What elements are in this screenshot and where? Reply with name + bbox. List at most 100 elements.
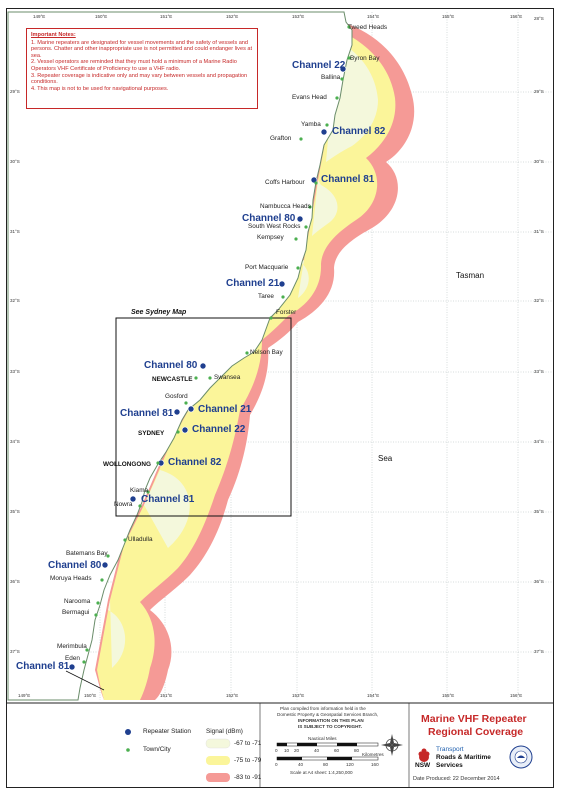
credit-line: INFORMATION ON THIS PLAN <box>298 718 364 723</box>
scale-nm-tick: 80 <box>354 748 360 753</box>
lon-tick: 154°E <box>367 14 380 19</box>
lat-tick-right: 28°S <box>534 16 544 21</box>
lon-tick-bottom: 155°E <box>442 693 455 698</box>
town-label: Eden <box>65 655 80 662</box>
legend-swatch-mid <box>206 756 230 765</box>
repeater-station-marker <box>101 561 109 569</box>
town-markers <box>82 25 351 664</box>
agency-name: Services <box>436 762 463 769</box>
town-label: Grafton <box>270 135 292 142</box>
lat-tick: 32°S <box>10 298 20 303</box>
town-label: Taree <box>258 293 274 300</box>
channel-label: Channel 82 <box>168 457 222 468</box>
town-label: Nowra <box>114 501 133 508</box>
coastline <box>7 11 353 701</box>
town-label: Narooma <box>64 598 91 605</box>
agency-name: Transport <box>436 746 464 753</box>
lat-tick-right: 30°S <box>534 159 544 164</box>
scale-km-tick: 80 <box>323 762 329 767</box>
lat-tick-right: 29°S <box>534 89 544 94</box>
repeater-markers <box>68 65 347 671</box>
note-item: 1. Marine repeaters are designated for v… <box>31 39 253 59</box>
channel-label: Channel 82 <box>332 126 386 137</box>
legend-band-label: -83 to -91 <box>234 774 262 781</box>
town-label: Nelson Bay <box>250 349 283 356</box>
agency-name: Roads & Maritime <box>436 754 491 761</box>
lat-tick: 34°S <box>10 439 20 444</box>
scale-nm-tick: 60 <box>334 748 340 753</box>
scale-km-tick: 0 <box>275 762 278 767</box>
town-label: Kiama <box>130 487 149 494</box>
lon-tick-bottom: 149°E <box>18 693 31 698</box>
lon-tick-bottom: 152°E <box>226 693 239 698</box>
lat-tick: 33°S <box>10 369 20 374</box>
town-label: Coffs Harbour <box>265 179 305 186</box>
credit-line: IS SUBJECT TO COPYRIGHT. <box>298 724 362 729</box>
town-label: Kempsey <box>257 234 284 241</box>
lat-tick: 31°S <box>10 229 20 234</box>
lat-tick-right: 37°S <box>534 649 544 654</box>
lon-tick-bottom: 150°E <box>84 693 97 698</box>
lat-tick: 35°S <box>10 509 20 514</box>
lon-tick: 149°E <box>33 14 46 19</box>
sea-label-tasman: Tasman <box>456 271 485 280</box>
legend-band-label: -75 to -79 <box>234 757 262 764</box>
lon-tick-bottom: 153°E <box>292 693 305 698</box>
lat-tick: 37°S <box>10 649 20 654</box>
scale-title: Nautical Miles <box>308 736 337 741</box>
channel-label: Channel 81 <box>321 174 375 185</box>
lon-tick: 150°E <box>95 14 108 19</box>
credit-line: Plan compiled from information held in t… <box>280 706 366 711</box>
town-label: Merimbula <box>57 643 87 650</box>
channel-label: Channel 22 <box>292 60 346 71</box>
leader-line <box>65 670 105 691</box>
scale-nm-tick: 20 <box>294 748 300 753</box>
important-notes: Important Notes: 1. Marine repeaters are… <box>26 28 258 109</box>
town-label: Ballina <box>321 74 341 81</box>
town-label: Port Macquarie <box>245 264 289 271</box>
scale-note: Scale at A4 sheet: 1:4,250,000 <box>290 770 353 775</box>
lon-tick: 156°E <box>510 14 523 19</box>
notes-heading: Important Notes: <box>31 32 76 38</box>
legend-swatch-near <box>205 738 231 749</box>
channel-label: Channel 21 <box>226 278 280 289</box>
town-label: Byron Bay <box>350 55 380 62</box>
town-label: Evans Head <box>292 94 327 101</box>
lat-tick: 30°S <box>10 159 20 164</box>
channel-label: Channel 81 <box>141 494 195 505</box>
repeater-station-marker <box>296 215 304 223</box>
lat-tick-right: 36°S <box>534 579 544 584</box>
sydney-map-label: See Sydney Map <box>131 309 187 316</box>
legend-repeater-label: Repeater Station <box>143 728 191 735</box>
town-label: South West Rocks <box>248 223 301 230</box>
repeater-station-marker <box>199 362 207 370</box>
lat-tick-right: 34°S <box>534 439 544 444</box>
sydney-map-box <box>115 317 292 517</box>
lon-tick-bottom: 156°E <box>510 693 523 698</box>
town-label: Yamba <box>301 121 321 128</box>
nsw-logo-text: NSW <box>415 762 431 769</box>
scale-km-unit: Kilometres <box>362 752 384 757</box>
city-label: WOLLONGONG <box>103 461 151 468</box>
repeater-station-marker <box>187 405 195 413</box>
channel-label: Channel 80 <box>242 213 296 224</box>
compass-icon <box>381 734 403 756</box>
town-label: Tweed Heads <box>348 24 388 31</box>
lon-tick: 155°E <box>442 14 455 19</box>
city-label: NEWCASTLE <box>152 376 193 383</box>
repeater-station-marker <box>129 495 137 503</box>
repeater-station-marker <box>173 408 181 416</box>
repeater-station-marker <box>181 426 189 434</box>
scale-nm-tick: 10 <box>284 748 290 753</box>
lon-tick-bottom: 154°E <box>367 693 380 698</box>
town-label: Swansea <box>214 374 241 381</box>
repeater-station-marker <box>68 663 76 671</box>
date-produced: Date Produced: 22 December 2014 <box>413 776 500 782</box>
legend-town-label: Town/City <box>143 746 171 753</box>
lat-tick-right: 32°S <box>534 298 544 303</box>
town-label: Moruya Heads <box>50 575 92 582</box>
scale-bar <box>276 742 379 761</box>
lat-tick: 36°S <box>10 579 20 584</box>
town-label: Ulladulla <box>128 536 153 543</box>
